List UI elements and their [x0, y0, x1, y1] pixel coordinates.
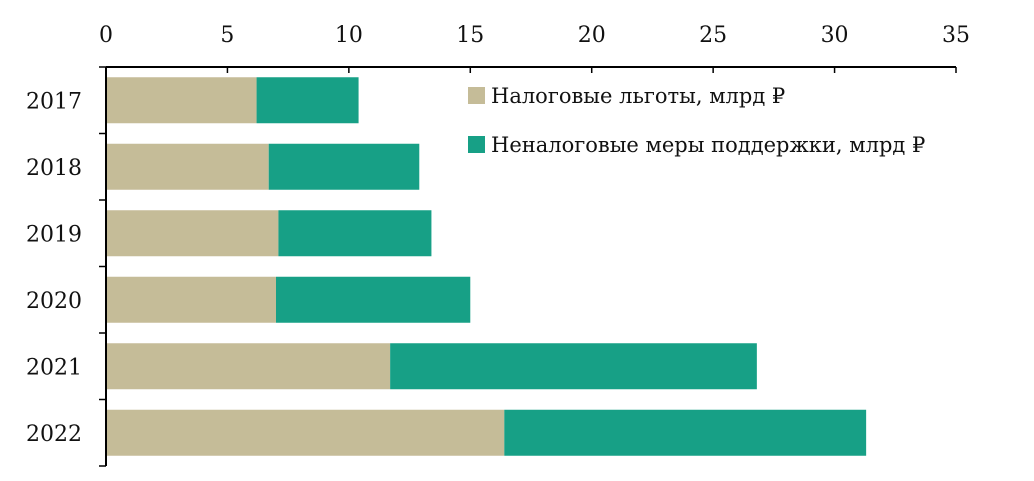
y-tick-label: 2022 [26, 422, 82, 447]
x-tick-label: 15 [456, 23, 484, 48]
bar-2021-series-1 [106, 343, 391, 390]
x-tick-label: 30 [821, 23, 849, 48]
y-ticks-group: 2017 2018 2019 2020 2021 2022 [26, 66, 106, 467]
axes-group [105, 66, 956, 466]
x-tick-label: 25 [699, 23, 727, 48]
bar-2017-series-2 [256, 77, 359, 124]
x-ticks-group: 0 5 10 15 20 25 30 35 [99, 23, 970, 73]
legend: Налоговые льготы, млрд ₽ Неналоговые мер… [468, 84, 925, 157]
x-tick-label: 20 [578, 23, 606, 48]
x-tick-label: 10 [335, 23, 363, 48]
legend-label-non-tax-measures: Неналоговые меры поддержки, млрд ₽ [491, 133, 925, 157]
y-tick-label: 2018 [26, 156, 82, 181]
x-tick-label: 35 [942, 23, 970, 48]
bar-2019-series-2 [278, 210, 432, 257]
bar-2019-series-1 [106, 210, 279, 257]
bar-2018-series-1 [106, 143, 269, 190]
bar-2022-series-1 [106, 409, 505, 456]
y-tick-label: 2019 [26, 222, 82, 247]
bar-2020-series-1 [106, 276, 276, 323]
x-tick-label: 0 [99, 23, 113, 48]
y-tick-label: 2020 [26, 289, 82, 314]
bar-2020-series-2 [276, 276, 471, 323]
bar-2018-series-2 [268, 143, 420, 190]
bar-2022-series-2 [504, 409, 867, 456]
legend-label-tax-benefits: Налоговые льготы, млрд ₽ [491, 84, 785, 108]
x-tick-label: 5 [220, 23, 234, 48]
bar-2017-series-1 [106, 77, 257, 124]
bars-group [106, 77, 867, 456]
legend-swatch-tax-benefits [468, 87, 485, 104]
legend-swatch-non-tax-measures [468, 136, 485, 153]
y-tick-label: 2017 [26, 89, 82, 114]
y-tick-label: 2021 [26, 355, 82, 380]
bar-2021-series-2 [390, 343, 757, 390]
